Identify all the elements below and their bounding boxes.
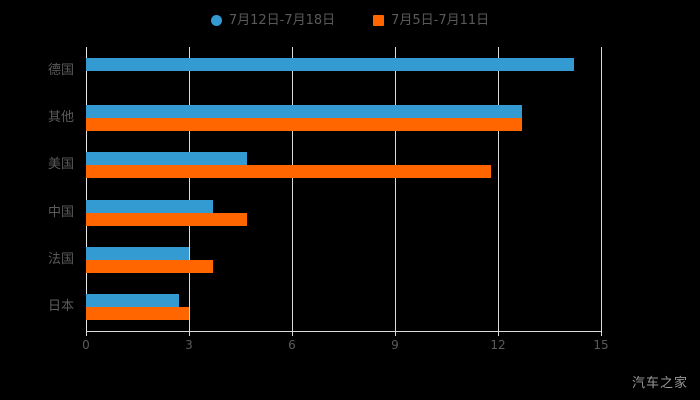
bar-美国-series-2[interactable] <box>86 165 492 179</box>
legend-item-series-1[interactable]: 7月12日-7月18日 <box>210 12 336 28</box>
bar-日本-series-1[interactable] <box>86 294 179 308</box>
category-label-其他: 其他 <box>47 110 74 125</box>
x-tick-label-6: 6 <box>288 338 296 352</box>
bar-其他-series-2[interactable] <box>86 118 523 131</box>
bar-美国-series-1[interactable] <box>86 152 248 166</box>
bar-group-中国 <box>86 199 601 226</box>
circle-marker-icon <box>210 14 222 26</box>
bar-日本-series-2[interactable] <box>86 307 189 321</box>
gridline-x-12 <box>498 47 499 331</box>
gridline-x-3 <box>189 47 190 331</box>
bar-法国-series-1[interactable] <box>86 247 189 260</box>
bar-group-美国 <box>86 152 601 179</box>
x-tick-label-15: 15 <box>593 338 609 352</box>
gridline-x-0 <box>86 47 87 331</box>
gridline-x-6 <box>292 47 293 331</box>
x-tick-label-3: 3 <box>185 338 193 352</box>
legend-item-series-2[interactable]: 7月5日-7月11日 <box>373 14 489 27</box>
gridline-x-9 <box>395 47 396 331</box>
square-marker-icon <box>373 14 385 26</box>
bar-中国-series-1[interactable] <box>86 199 214 213</box>
bar-中国-series-2[interactable] <box>86 212 248 226</box>
legend-label-series-2: 7月5日-7月11日 <box>391 12 490 28</box>
bar-group-德国 <box>86 57 601 84</box>
chart-legend: 7月12日-7月18日 7月5日-7月11日 <box>0 8 700 32</box>
plot-area <box>86 47 602 331</box>
x-tick-label-12: 12 <box>490 338 506 352</box>
x-tick-0 <box>86 331 87 336</box>
category-label-中国: 中国 <box>47 204 74 220</box>
x-tick-label-0: 0 <box>82 338 90 352</box>
bar-其他-series-1[interactable] <box>86 105 523 118</box>
category-label-法国: 法国 <box>47 252 74 267</box>
gridline-x-15 <box>601 47 602 331</box>
watermark: 汽车之家 <box>631 376 688 391</box>
x-tick-15 <box>601 331 602 336</box>
bar-德国-series-1[interactable] <box>86 57 574 71</box>
bar-group-其他 <box>86 105 601 131</box>
bar-法国-series-2[interactable] <box>86 260 214 273</box>
bar-group-日本 <box>86 294 601 321</box>
x-axis-line <box>86 331 601 332</box>
x-axis: 0 3 6 9 12 15 <box>82 331 609 357</box>
x-tick-9 <box>395 331 396 336</box>
category-label-日本: 日本 <box>47 299 74 315</box>
legend-label-series-1: 7月12日-7月18日 <box>228 12 336 28</box>
x-tick-12 <box>498 331 499 336</box>
x-tick-label-9: 9 <box>391 338 399 352</box>
bar-group-法国 <box>86 247 601 273</box>
y-axis-category-labels: 德国其他美国中国法国日本 <box>0 47 74 331</box>
category-label-德国: 德国 <box>47 62 74 78</box>
category-label-美国: 美国 <box>47 157 74 173</box>
x-tick-6 <box>292 331 293 336</box>
x-tick-3 <box>189 331 190 336</box>
